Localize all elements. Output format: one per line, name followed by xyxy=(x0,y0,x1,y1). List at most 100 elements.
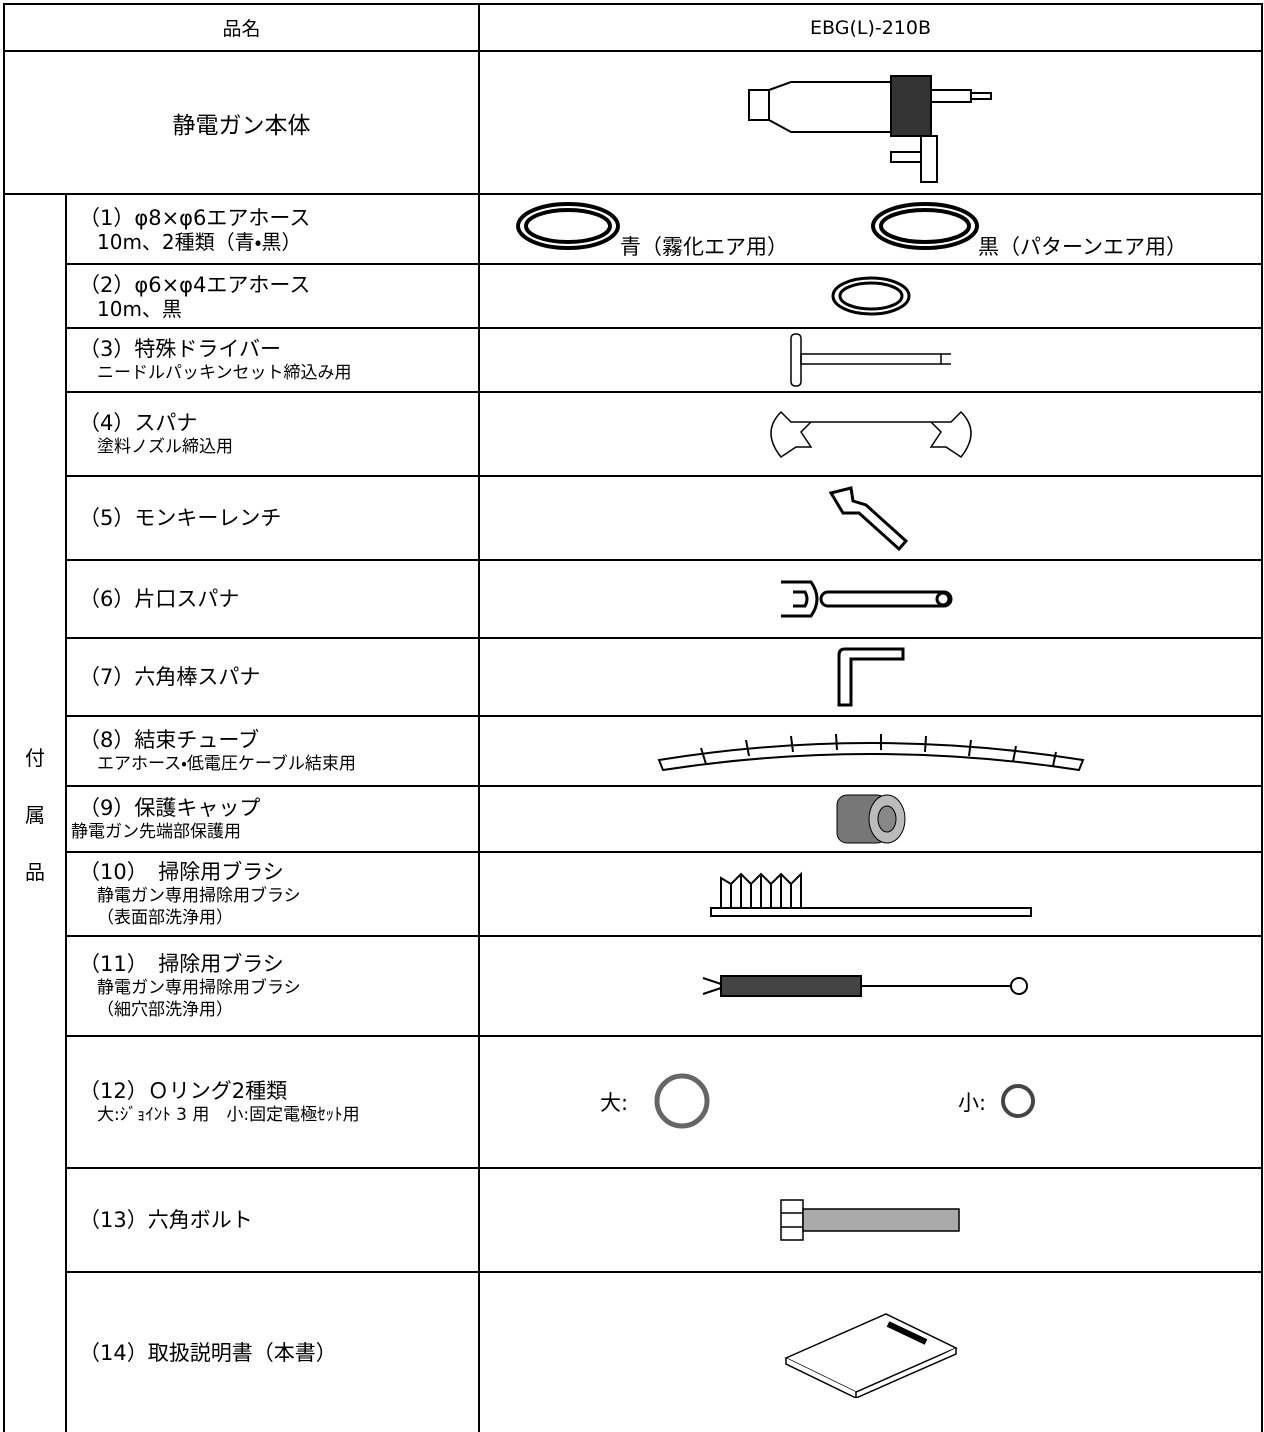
header-cell: EBG(L)-210B xyxy=(478,3,1264,52)
item-label: （8）結束チューブ エアホース・低電圧ケーブル結束用 xyxy=(64,715,481,787)
item-title: （6）片口スパナ xyxy=(79,587,240,611)
gun-illustration xyxy=(747,75,992,183)
item-label: （10） 掃除用ブラシ 静電ガン専用掃除用ブラシ （表面部洗浄用） xyxy=(64,851,481,937)
item-row: （7）六角棒スパナ xyxy=(4,637,1264,717)
item-note: 塗料ノズル締込用 xyxy=(97,437,233,457)
item-label: （5）モンキーレンチ xyxy=(64,475,481,561)
illustration-cell xyxy=(478,50,1264,195)
bolt-illustration xyxy=(779,1199,960,1241)
item-title: （14）取扱説明書（本書） xyxy=(79,1340,337,1365)
item-note: 大:ｼﾞｮｲﾝﾄ 3 用 小:固定電極ｾｯﾄ用 xyxy=(97,1105,360,1125)
wrench-illustration xyxy=(828,486,908,552)
accessory-table: 品名 EBG(L)-210B 静電ガン本体 付 属 品 （1）φ8×φ6エアホー… xyxy=(2,3,1264,1432)
illustration-cell: 青（霧化エア用） 黒（パターンエア用） xyxy=(478,193,1264,265)
illustration-cell xyxy=(478,637,1264,717)
item-row: （10） 掃除用ブラシ 静電ガン専用掃除用ブラシ （表面部洗浄用） xyxy=(4,851,1264,937)
item-row: （5）モンキーレンチ xyxy=(4,475,1264,561)
brush-illustration xyxy=(709,871,1032,917)
caption: 大: xyxy=(600,1091,629,1115)
item-label: （9）保護キャップ 静電ガン先端部保護用 xyxy=(64,785,481,853)
manual-illustration xyxy=(783,1312,958,1398)
item-row: （3）特殊ドライバー ニードルパッキンセット締込み用 xyxy=(4,327,1264,393)
item-note: エアホース・低電圧ケーブル結束用 xyxy=(97,754,356,774)
item-label: （2）φ6×φ4エアホース 10m、黒 xyxy=(64,263,481,329)
item-title: （1）φ8×φ6エアホース xyxy=(79,206,311,230)
illustration-cell xyxy=(478,559,1264,639)
item-title: （3）特殊ドライバー xyxy=(79,337,281,361)
item-note: （表面部洗浄用） xyxy=(97,908,233,928)
illustration-cell xyxy=(478,475,1264,561)
item-label: （11） 掃除用ブラシ 静電ガン専用掃除用ブラシ （細穴部洗浄用） xyxy=(64,935,481,1037)
side-label: 付 属 品 xyxy=(3,193,67,1432)
header-row: 品名 EBG(L)-210B xyxy=(2,3,1264,52)
hex-key-illustration xyxy=(837,647,905,707)
tube-illustration xyxy=(657,733,1084,772)
item-label: （13）六角ボルト xyxy=(64,1167,481,1273)
cap-illustration xyxy=(836,794,906,844)
spanner-illustration xyxy=(769,410,972,459)
item-note: ニードルパッキンセット締込み用 xyxy=(97,363,352,383)
item-row: （14）取扱説明書（本書） xyxy=(4,1271,1264,1432)
o-ring-large xyxy=(654,1073,710,1129)
side-char: 属 xyxy=(25,803,45,827)
item-row: （12）Ｏリング2種類 大:ｼﾞｮｲﾝﾄ 3 用 小:固定電極ｾｯﾄ用 大: 小: xyxy=(4,1035,1264,1169)
item-label: （1）φ8×φ6エアホース 10m、2種類（青・黒） xyxy=(64,193,481,265)
spanner-illustration xyxy=(780,580,953,618)
item-note: （細穴部洗浄用） xyxy=(97,1000,233,1020)
item-title: （5）モンキーレンチ xyxy=(79,506,282,530)
item-note: 10m、2種類（青・黒） xyxy=(97,230,302,254)
hose-illustration xyxy=(516,202,980,250)
item-title: （13）六角ボルト xyxy=(79,1208,253,1232)
item-title: （12）Ｏリング2種類 xyxy=(79,1079,288,1103)
item-row: （6）片口スパナ xyxy=(4,559,1264,639)
illustration-cell: 大: 小: xyxy=(478,1035,1264,1169)
illustration-cell xyxy=(478,1271,1264,1432)
body-label: 静電ガン本体 xyxy=(2,50,481,195)
item-row: （13）六角ボルト xyxy=(4,1167,1264,1273)
item-title: （7）六角棒スパナ xyxy=(79,665,261,689)
item-title: （11） 掃除用ブラシ xyxy=(79,952,284,976)
illustration-cell xyxy=(478,715,1264,787)
illustration-cell xyxy=(478,785,1264,853)
item-label: （12）Ｏリング2種類 大:ｼﾞｮｲﾝﾄ 3 用 小:固定電極ｾｯﾄ用 xyxy=(64,1035,481,1169)
item-title: （2）φ6×φ4エアホース xyxy=(79,273,311,297)
o-ring-small xyxy=(1001,1084,1036,1118)
illustration-cell xyxy=(478,391,1264,477)
item-label: （7）六角棒スパナ xyxy=(64,637,481,717)
item-row: （9）保護キャップ 静電ガン先端部保護用 xyxy=(4,785,1264,853)
side-char: 付 xyxy=(25,746,45,770)
item-label: （4）スパナ 塗料ノズル締込用 xyxy=(64,391,481,477)
caption: 青（霧化エア用） xyxy=(620,235,789,259)
hose-illustration xyxy=(831,276,911,316)
illustration-cell xyxy=(478,935,1264,1037)
item-row: 付 属 品 （1）φ8×φ6エアホース 10m、2種類（青・黒） 青（霧化エア用）… xyxy=(3,193,1264,1432)
item-note: 静電ガン専用掃除用ブラシ xyxy=(97,978,301,998)
item-row: （4）スパナ 塗料ノズル締込用 xyxy=(4,391,1264,477)
item-label: （3）特殊ドライバー ニードルパッキンセット締込み用 xyxy=(64,327,481,393)
item-row: （8）結束チューブ エアホース・低電圧ケーブル結束用 xyxy=(4,715,1264,787)
illustration-cell xyxy=(478,1167,1264,1273)
driver-illustration xyxy=(789,333,951,387)
header-cell: 品名 xyxy=(2,3,481,52)
item-title: （8）結束チューブ xyxy=(79,728,260,752)
item-row: （2）φ6×φ4エアホース 10m、黒 xyxy=(4,263,1264,329)
illustration-cell xyxy=(478,851,1264,937)
caption: 黒（パターンエア用） xyxy=(978,235,1187,259)
item-title: （10） 掃除用ブラシ xyxy=(79,860,284,884)
item-label: （14）取扱説明書（本書） xyxy=(64,1271,481,1432)
body-row: 静電ガン本体 xyxy=(2,50,1264,195)
item-title: （9）保護キャップ xyxy=(79,796,261,820)
brush-illustration xyxy=(702,975,1028,997)
side-char: 品 xyxy=(25,860,45,884)
item-title: （4）スパナ xyxy=(79,411,198,435)
illustration-cell xyxy=(478,263,1264,329)
item-note: 静電ガン先端部保護用 xyxy=(71,822,241,842)
item-note: 10m、黒 xyxy=(97,297,182,321)
illustration-cell xyxy=(478,327,1264,393)
caption: 小: xyxy=(958,1091,987,1115)
item-note: 静電ガン専用掃除用ブラシ xyxy=(97,886,301,906)
item-label: （6）片口スパナ xyxy=(64,559,481,639)
item-row: （11） 掃除用ブラシ 静電ガン専用掃除用ブラシ （細穴部洗浄用） xyxy=(4,935,1264,1037)
